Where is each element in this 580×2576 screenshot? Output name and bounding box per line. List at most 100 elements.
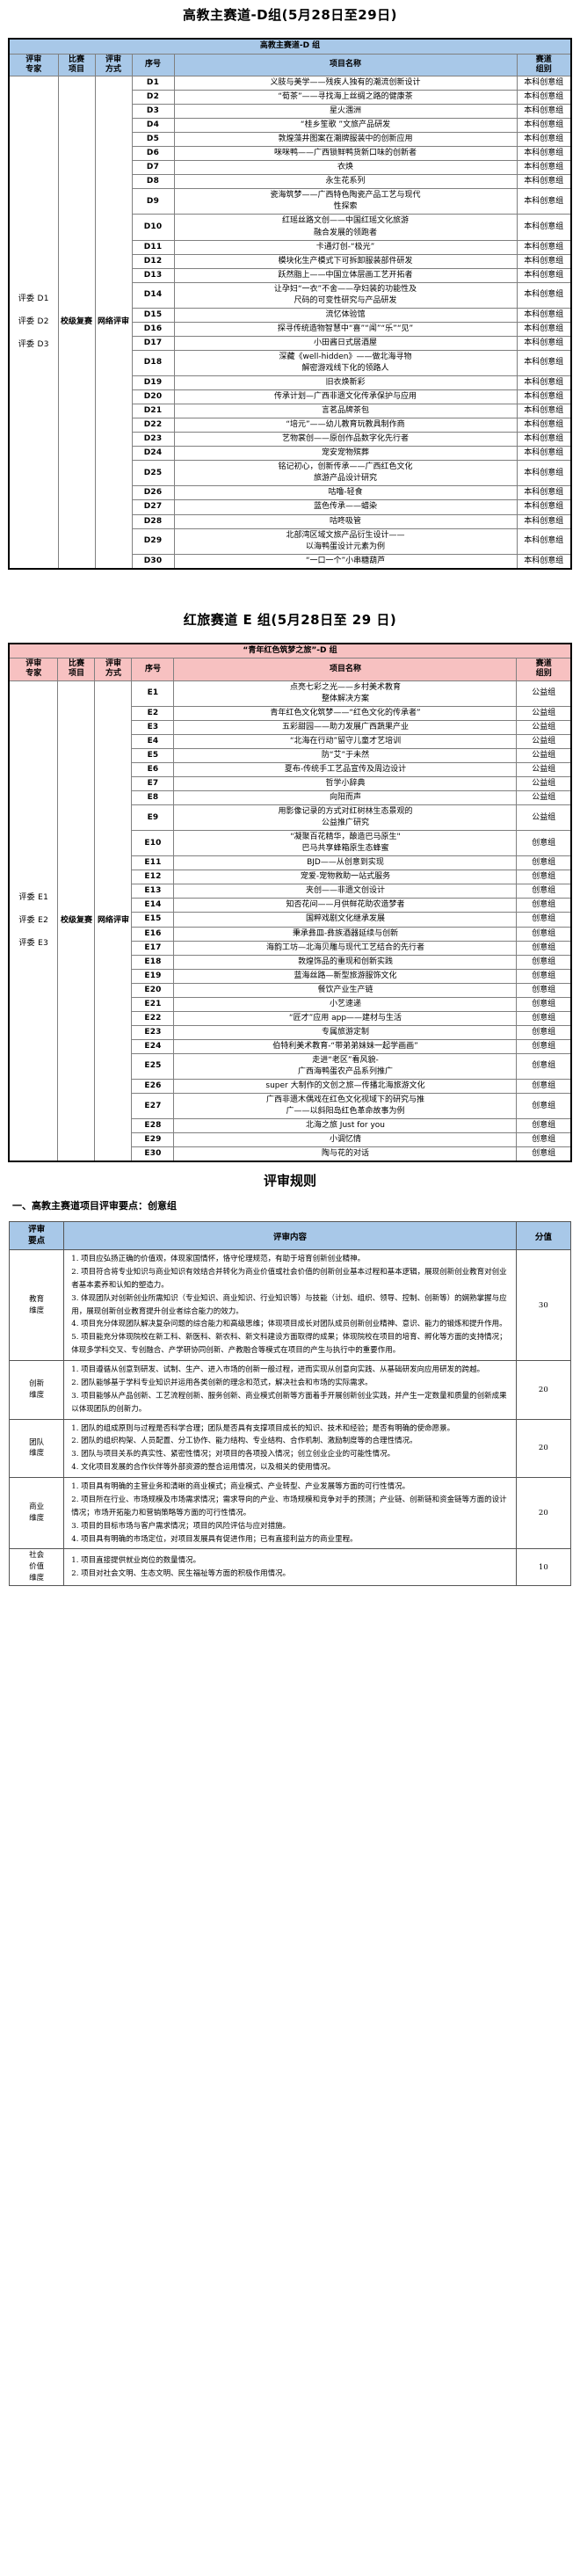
header-line: 项目 xyxy=(68,64,84,74)
row-group: 创意组 xyxy=(516,1038,572,1054)
row-group: 公益组 xyxy=(516,804,572,832)
row-project-name: “荀茶”——寻找海上丝绸之路的健康茶 xyxy=(173,90,518,106)
rules-item: 3. 项目能够从产品创新、工艺流程创新、服务创新、商业模式创新等方面着手开展创新… xyxy=(71,1391,507,1414)
table-row: E27 广西非遗木偶戏在红色文化视域下的研究与推 广——以斜阳岛红色革命故事为例 创意… xyxy=(9,1093,572,1120)
rules-row: 创新 维度 1. 项目遵循从创意到研发、试制、生产、进入市场的创新一般过程，进而实现… xyxy=(8,1360,572,1420)
row-seq: E20 xyxy=(131,982,175,998)
row-project-name: BJD——从创意到实现 xyxy=(173,855,518,871)
table-row: D14 让孕妇“一衣”不舍——孕妇装的功能性及 尺码的可变性研究与产品研发 本科创意组 xyxy=(9,281,572,309)
col-header-project: 比赛 项目 xyxy=(57,658,96,681)
rules-content: 1. 项目直接提供就业岗位的数量情况。 2. 项目对社会文明、生态文明、民生福祉等… xyxy=(63,1548,517,1586)
rules-item: 1. 项目遵循从创意到研发、试制、生产、进入市场的创新一般过程，进而实现从创意向… xyxy=(71,1365,485,1375)
header-line: 专家 xyxy=(25,669,42,679)
col-header-review-point: 评审 要点 xyxy=(8,1221,65,1251)
row-group: 公益组 xyxy=(516,719,572,735)
row-project-name: 青年红色文化筑梦——“红色文化的传承者” xyxy=(173,705,518,721)
row-project-name: 衣焕 xyxy=(173,160,518,176)
rules-item: 1. 团队的组成原则与过程是否科学合理；团队是否具有支撑项目成长的知识、技术和经… xyxy=(71,1423,455,1433)
row-seq: D12 xyxy=(131,253,175,269)
rules-content: 1. 团队的组成原则与过程是否科学合理；团队是否具有支撑项目成长的知识、技术和经… xyxy=(63,1418,517,1479)
row-group: 公益组 xyxy=(516,747,572,763)
row-group: 本科创意组 xyxy=(516,513,572,529)
rules-dimension: 创新 维度 xyxy=(8,1360,65,1420)
header-line: 维度 xyxy=(29,1573,45,1583)
row-project-name: 五彩甜园——助力发展广西蔬果产业 xyxy=(173,719,518,735)
header-line: 要点 xyxy=(28,1235,46,1246)
row-group: 公益组 xyxy=(516,680,572,707)
table-row: D17 小田酱日式居酒屋 本科创意组 xyxy=(9,335,572,351)
row-project-name: “北海在行动”留守儿童才艺培训 xyxy=(173,733,518,749)
header-line: 专家 xyxy=(25,64,42,74)
row-group: 创意组 xyxy=(516,1118,572,1134)
table-redtour-track-e: “青年红色筑梦之旅”-D 组评审 专家 比赛 项目 评审 方式 序号 项目名称 赛道 组别 评委 E… xyxy=(7,642,572,1163)
header-line: 网络 xyxy=(97,915,113,925)
table-row: E6 夏布-传统手工艺品宣传及周边设计 公益组 xyxy=(9,761,572,778)
header-line: 商业 xyxy=(29,1503,45,1512)
row-seq: D24 xyxy=(131,446,175,462)
row-project-name: “一口一个”小串糖葫芦 xyxy=(173,553,518,570)
row-project-name: “培元”——幼儿教育玩教具制作商 xyxy=(173,418,518,433)
table-header-row: 评审 专家 比赛 项目 评审 方式 序号 项目名称 赛道 组别 xyxy=(8,53,572,76)
row-group: 创意组 xyxy=(516,855,572,871)
row-group: 本科创意组 xyxy=(516,432,572,448)
row-project-name: 夹创——非遗文创设计 xyxy=(173,884,518,899)
row-group: 创意组 xyxy=(516,830,572,857)
row-project-name: 言茗品牌茶包 xyxy=(173,404,518,419)
row-project-name: 红瑶丝路文创——中国红瑶文化旅游 融合发展的领跑者 xyxy=(173,214,518,241)
section2-title: 红旅赛道 E 组(5月28日至 29 日) xyxy=(183,611,397,628)
row-project-name: 让孕妇“一衣”不舍——孕妇装的功能性及 尺码的可变性研究与产品研发 xyxy=(173,281,518,309)
rules-score: 20 xyxy=(515,1418,572,1479)
rules-item: 2. 团队的组织构架、人员配置、分工协作、能力结构、专业结构、合作机制、激励制度… xyxy=(71,1437,417,1446)
table-review-rules: 评审 要点 评审内容 分值 教育 维度 1. 项目应弘扬正确的价值观，体现家国情怀，恪守伦理… xyxy=(8,1221,572,1586)
header-line: 复赛 xyxy=(76,915,92,925)
row-project-name: "凝聚百花精华，酿造巴马原生" 巴马共享蜂箱原生态蜂蜜 xyxy=(173,830,518,857)
review-method-cell: 网络评审 xyxy=(94,680,133,1162)
rules-item: 5. 项目能充分体现院校在新工科、新医科、新农科、新文科建设方面取得的成果；体现… xyxy=(71,1333,507,1356)
table-row: 评委 E1 评委 E2 评委 E3 校级复赛 网络评审 E1 点亮七彩之光——乡村美术教… xyxy=(8,680,572,1162)
col-header-expert: 评审 专家 xyxy=(8,53,59,76)
row-seq: E15 xyxy=(131,912,175,928)
row-project-name: 哲学小辞典 xyxy=(173,776,518,792)
row-project-name: 蓝海丝路—新型旅游服饰文化 xyxy=(173,968,518,984)
row-project-name: 秉承彝皿-彝族酒器延续与创新 xyxy=(173,926,518,942)
row-seq: E5 xyxy=(131,747,175,763)
row-seq: E11 xyxy=(131,855,175,871)
row-project-name: super 大制作的文创之旅—传播北海旅游文化 xyxy=(173,1079,518,1095)
row-seq: D22 xyxy=(131,418,175,433)
header-line: 评审 xyxy=(25,55,42,64)
table-header-row: 评审 专家 比赛 项目 评审 方式 序号 项目名称 赛道 组别 xyxy=(8,658,572,681)
rules-item: 3. 体现团队对创新创业所需知识（专业知识、商业知识、行业知识等）与技能（计划、… xyxy=(71,1293,507,1316)
table-row: D22 “培元”——幼儿教育玩教具制作商 本科创意组 xyxy=(9,418,572,433)
row-group: 本科创意组 xyxy=(516,104,572,120)
col-header-score: 分值 xyxy=(515,1221,572,1251)
table-row: D18 深藏《well-hidden》——做北海寻物 解密游戏线下化的领路人 本科创意… xyxy=(9,349,572,377)
row-seq: E9 xyxy=(131,804,175,832)
project-type-cell: 校级复赛 xyxy=(57,680,96,1162)
row-seq: E3 xyxy=(131,719,175,735)
row-seq: D9 xyxy=(131,188,175,215)
row-project-name: 蓝色传承——蜡染 xyxy=(173,499,518,515)
table-banner-row: “青年红色筑梦之旅”-D 组 xyxy=(8,643,572,659)
header-line: 团队 xyxy=(29,1437,45,1447)
row-project-name: 艺物裳创——原创作品数字化先行者 xyxy=(173,432,518,448)
track-banner: 高教主赛道-D 组 xyxy=(8,38,572,55)
row-project-name: 海韵工坊—北海贝雕与现代工艺结合的先行者 xyxy=(173,940,518,956)
row-seq: E4 xyxy=(131,733,175,749)
rules-row: 教育 维度 1. 项目应弘扬正确的价值观，体现家国情怀，恪守伦理规范，有助于培育创新… xyxy=(8,1249,572,1362)
row-project-name: 向阳而声 xyxy=(173,790,518,806)
row-seq: D23 xyxy=(131,432,175,448)
row-project-name: 星火涠洲 xyxy=(173,104,518,120)
rules-title: 评审规则 xyxy=(263,1173,316,1190)
row-group: 本科创意组 xyxy=(516,349,572,377)
header-line: 评审 xyxy=(25,659,42,669)
row-project-name: 旧衣焕新彩 xyxy=(173,375,518,391)
row-project-name: 模块化生产模式下可拆卸服装部件研发 xyxy=(173,253,518,269)
header-line: 复赛 xyxy=(76,317,93,326)
row-group: 本科创意组 xyxy=(516,188,572,215)
row-seq: D7 xyxy=(131,160,175,176)
col-header-project-name: 项目名称 xyxy=(173,53,518,76)
row-project-name: 跃然脂上——中国立体层画工艺开拓者 xyxy=(173,267,518,283)
row-project-name: 咕噜-轻食 xyxy=(173,485,518,501)
row-group: 本科创意组 xyxy=(516,267,572,283)
row-project-name: 敦煌饰品的重现和创新实践 xyxy=(173,954,518,970)
